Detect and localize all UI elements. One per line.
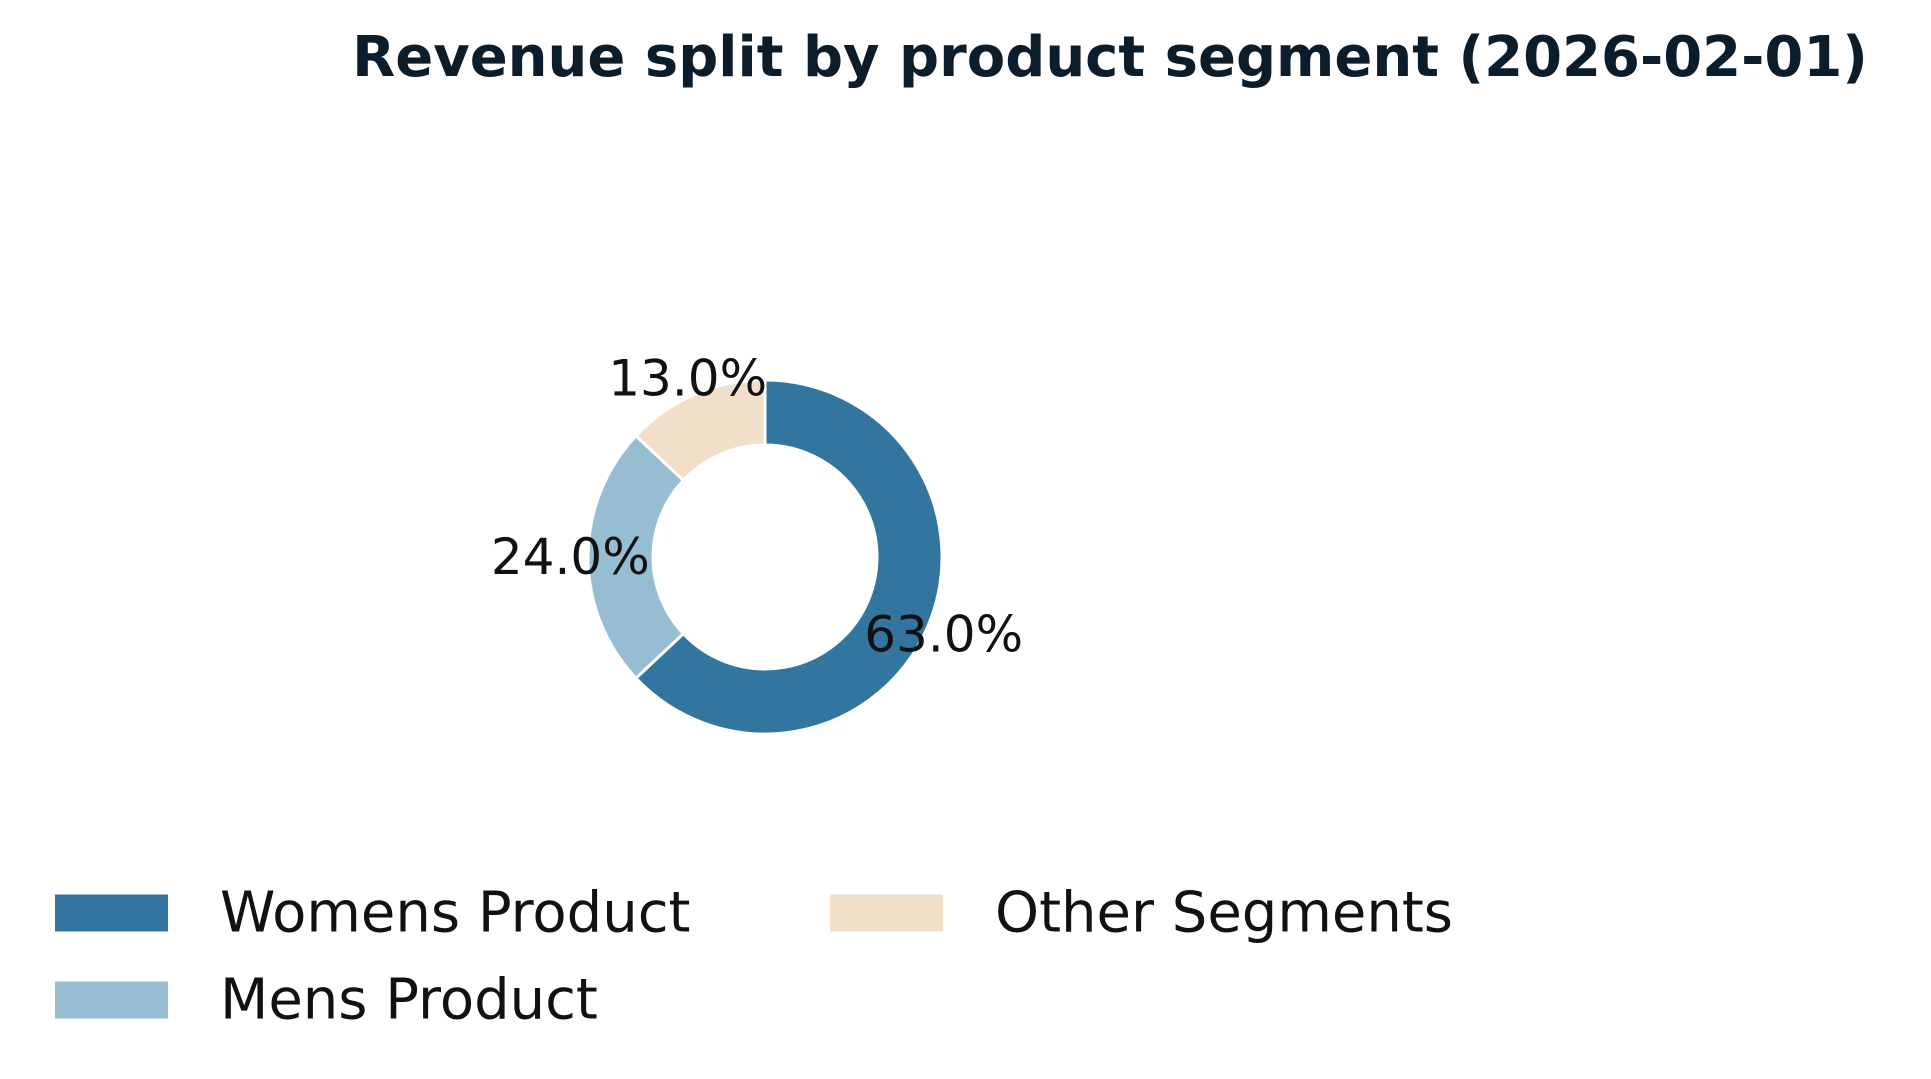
donut-slices (586, 378, 944, 736)
legend-item-womens-product: Womens Product (55, 881, 690, 946)
legend-item-mens-product: Mens Product (55, 968, 598, 1033)
legend-swatch (830, 894, 943, 932)
legend-swatch (55, 894, 168, 932)
legend: Womens Product Mens Product Other Segments (55, 881, 1453, 1033)
slice-mens-product (586, 433, 686, 681)
slice-value-label: 24.0% (491, 528, 650, 586)
slice-womens-product (633, 378, 944, 736)
legend-label: Other Segments (995, 881, 1453, 946)
legend-label: Mens Product (220, 968, 598, 1033)
legend-item-other-segments: Other Segments (830, 881, 1453, 946)
legend-label: Womens Product (220, 881, 690, 946)
slice-value-label: 63.0% (864, 605, 1023, 663)
slice-value-label: 13.0% (608, 349, 767, 407)
slice-other-segments (633, 378, 767, 483)
slice-labels: 63.0% 24.0% 13.0% (491, 349, 1023, 663)
legend-swatch (55, 981, 168, 1019)
chart-title: Revenue split by product segment (2026-0… (352, 25, 1868, 90)
